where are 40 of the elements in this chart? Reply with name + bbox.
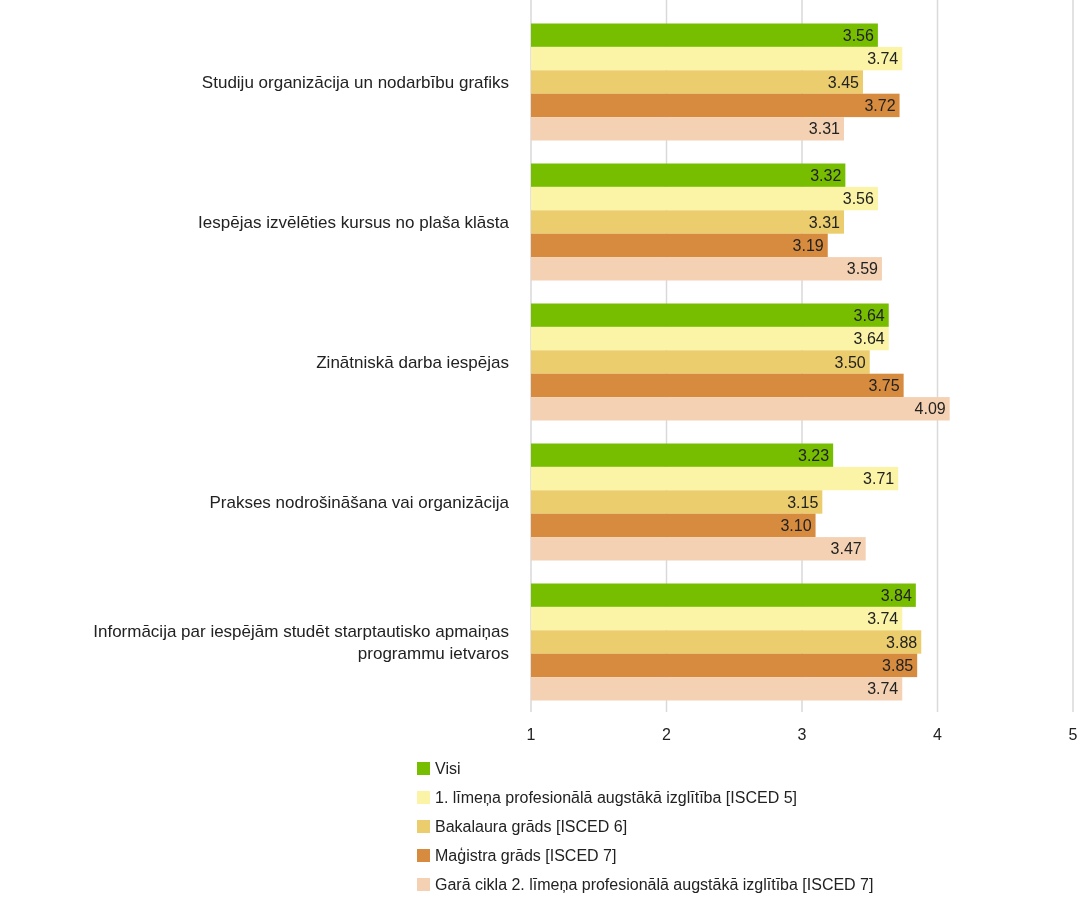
data-label: 3.47 [830,540,862,558]
legend-label: Garā cikla 2. līmeņa profesionālā augstākā izglītība [ISCED 7] [435,876,874,894]
legend-label: 1. līmeņa profesionālā augstākā izglītība [ISCED 5] [435,789,797,807]
legend-label: Maģistra grāds [ISCED 7] [435,847,617,865]
x-tick-label: 4 [933,726,943,743]
data-label: 3.19 [792,237,824,254]
data-label: 3.50 [834,353,866,371]
data-label: 3.74 [867,50,899,68]
data-label: 3.10 [780,517,812,534]
data-label: 3.64 [853,306,885,324]
data-label: 3.31 [808,213,841,231]
data-label: 3.74 [867,680,899,698]
data-label: 3.88 [886,633,918,651]
x-tick-label: 3 [797,726,807,743]
data-label: 3.59 [846,260,879,278]
data-label: 3.23 [798,446,830,464]
data-label: 3.85 [882,657,914,674]
x-tick-label: 5 [1068,726,1078,743]
data-label: 4.09 [914,400,946,418]
data-label: 3.56 [842,26,874,44]
data-label: 3.74 [867,610,899,628]
y-tick-label: Zinātniskā darba iespējas [316,352,509,372]
x-tick-label: 1 [526,726,536,743]
data-label: 3.32 [810,166,842,184]
legend-label: Visi [435,760,461,778]
data-label: 3.31 [808,120,841,138]
data-label: 3.64 [853,330,885,348]
data-label: 3.45 [827,73,860,91]
data-label: 3.56 [842,190,874,208]
data-label: 3.72 [864,97,896,114]
data-label: 3.71 [863,470,895,488]
x-tick-label: 2 [662,726,672,743]
y-tick-label: Informācija par iespējām studēt starptautisko apmaiņas programmu ietvaros [93,621,509,663]
y-tick-label: Iespējas izvēlēties kursus no plaša klāsta [198,212,510,232]
y-tick-label: Studiju organizācija un nodarbību grafiks [201,72,509,92]
data-label: 3.84 [880,586,912,604]
y-tick-label: Prakses nodrošināšana vai organizācija [209,492,510,512]
data-label: 3.15 [787,493,819,511]
legend-label: Bakalaura grāds [ISCED 6] [435,818,628,836]
data-label: 3.75 [868,377,900,394]
